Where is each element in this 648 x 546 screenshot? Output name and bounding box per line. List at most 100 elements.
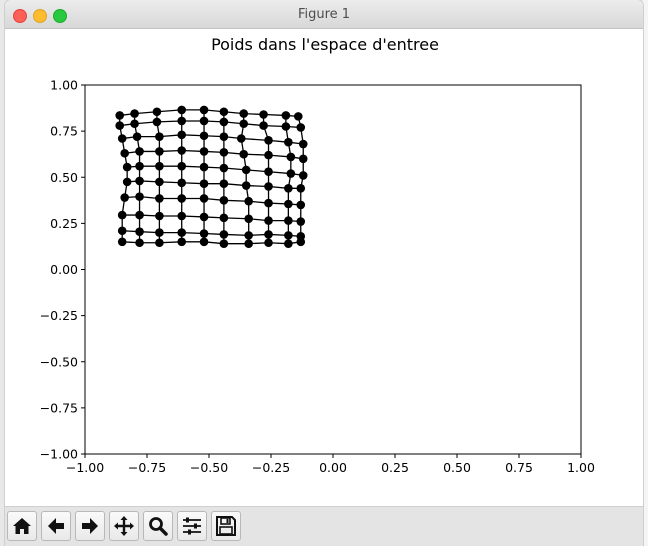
y-tick-label: 0.25 — [50, 216, 78, 231]
weight-point — [264, 167, 273, 177]
weight-point — [155, 177, 164, 187]
weight-point — [219, 117, 229, 127]
forward-button[interactable] — [75, 511, 105, 541]
weight-point — [122, 177, 132, 187]
weight-point — [199, 147, 209, 156]
weight-point — [135, 238, 144, 248]
weight-point — [117, 134, 127, 143]
weight-point — [296, 123, 306, 132]
weight-point — [199, 105, 209, 115]
pan-button[interactable] — [109, 511, 139, 541]
y-tick-label: 0.00 — [50, 262, 78, 277]
weight-point — [199, 229, 209, 238]
weight-point — [264, 216, 273, 225]
weight-point — [177, 211, 187, 221]
weight-point — [284, 231, 293, 240]
y-tick-label: 0.75 — [50, 124, 78, 139]
row-line — [127, 165, 304, 177]
x-tick-label: 1.00 — [567, 460, 595, 475]
row-line — [124, 149, 304, 160]
weight-point — [135, 147, 144, 156]
weight-point — [259, 110, 268, 119]
weight-point — [293, 112, 303, 121]
y-tick-label: −0.50 — [40, 354, 78, 369]
weight-point — [286, 169, 296, 178]
weight-point — [219, 132, 229, 141]
weight-point — [284, 216, 293, 225]
weight-point — [239, 149, 249, 159]
zoom-button[interactable] — [143, 511, 173, 541]
maximize-window-button[interactable] — [53, 9, 67, 23]
weight-point — [284, 199, 293, 209]
weight-points — [115, 105, 308, 248]
column-line — [297, 116, 304, 242]
weight-point — [244, 239, 253, 248]
plot-svg[interactable]: Poids dans l'espace d'entree −1.00 −0.75 −… — [5, 29, 643, 506]
home-button[interactable] — [7, 511, 37, 541]
weight-point — [152, 107, 162, 117]
weight-point — [199, 237, 209, 247]
weight-point — [219, 230, 229, 239]
row-line — [122, 214, 301, 223]
weight-point — [239, 109, 249, 118]
column-line — [133, 113, 141, 243]
weight-point — [241, 165, 251, 175]
weight-point — [130, 119, 139, 129]
weight-point — [122, 162, 132, 172]
configure-subplots-button[interactable] — [177, 511, 207, 541]
title-bar[interactable]: Figure 1 — [5, 0, 643, 29]
column-line — [285, 115, 292, 244]
row-line — [119, 109, 299, 118]
weight-point — [155, 132, 164, 141]
close-window-button[interactable] — [13, 9, 27, 23]
weight-point — [298, 139, 308, 149]
row-line — [124, 195, 301, 206]
chart-title: Poids dans l'espace d'entree — [211, 35, 439, 54]
weight-point — [264, 150, 273, 160]
figure-canvas[interactable]: Poids dans l'espace d'entree −1.00 −0.75 −… — [5, 29, 643, 506]
weight-point — [284, 137, 293, 147]
x-tick-label: 0.00 — [319, 460, 347, 475]
x-tick-label: −0.75 — [128, 460, 166, 475]
x-tick-label: 0.50 — [443, 460, 471, 475]
weight-point — [177, 116, 187, 126]
weight-point — [199, 179, 209, 189]
weight-point — [177, 194, 187, 203]
arrow-left-icon — [48, 518, 64, 534]
minimize-window-button[interactable] — [33, 9, 47, 23]
x-tick-label: −1.00 — [66, 460, 104, 475]
figure-window: Figure 1 Poids dans l'espace d'entree −1… — [5, 0, 643, 546]
weight-point — [219, 107, 229, 117]
weight-point — [199, 162, 209, 172]
x-tick-label: 0.25 — [381, 460, 409, 475]
weight-point — [239, 119, 249, 129]
row-line — [119, 120, 301, 129]
floppy-icon — [216, 516, 236, 536]
weight-point — [199, 212, 209, 222]
column-line — [262, 114, 270, 243]
sliders-icon — [183, 517, 201, 535]
row-line — [122, 134, 304, 145]
weight-point — [155, 211, 164, 221]
weight-point — [135, 227, 144, 236]
weight-point — [130, 109, 139, 118]
window-title: Figure 1 — [297, 7, 351, 22]
y-tick-label: −1.00 — [40, 447, 78, 462]
weight-point — [117, 237, 127, 247]
x-tick-label: 0.75 — [505, 460, 533, 475]
weight-grid-lines — [119, 109, 304, 245]
weight-point — [135, 176, 144, 186]
weight-point — [241, 181, 251, 190]
weight-point — [219, 179, 229, 189]
weight-point — [219, 148, 229, 157]
axis-ticks: −1.00 −0.75 −0.50 −0.25 0.00 0.25 0.50 0.75 1.00… — [40, 78, 595, 476]
weight-point — [177, 237, 187, 247]
weight-point — [286, 152, 296, 162]
weight-point — [117, 210, 127, 220]
weight-point — [219, 196, 229, 205]
weight-point — [298, 154, 308, 164]
weight-point — [199, 116, 209, 126]
row-line — [122, 230, 301, 237]
back-button[interactable] — [41, 511, 71, 541]
save-button[interactable] — [211, 511, 241, 541]
